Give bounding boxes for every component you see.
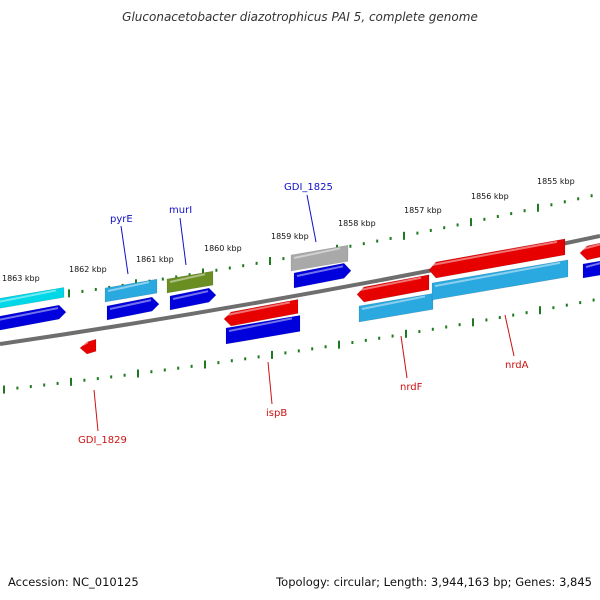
scale-labels: 1863 kbp 1862 kbp 1861 kbp 1860 kbp 1859… [2,177,575,283]
feature-gdi-1825 [290,244,349,272]
feature-cyan-left-highlight [0,289,57,303]
feature-gdi-1825-lower [293,262,352,289]
feature-nrda-bottom-highlight [434,261,561,287]
feature-blue-left [0,304,67,331]
gene-labels: GDI_1825 pyrE murI ispB GDI_1829 nrdF nr… [78,182,529,446]
genome-summary-text: Topology: circular; Length: 3,944,163 bp… [276,575,592,589]
scale-label: 1862 kbp [69,265,107,274]
feature-ispb-top [223,299,299,327]
feature-pyre-bottom-highlight [109,299,152,310]
accession-text: Accession: NC_010125 [8,575,139,589]
feature-gdi-1829-highlight [82,341,89,346]
feature-pyre-top [104,278,158,303]
feature-pyre-bottom [106,296,160,321]
scale-label: 1857 kbp [404,206,442,215]
feature-nrda-top [428,238,566,279]
feature-gdi-1825-highlight [293,247,341,259]
scale-label: 1860 kbp [204,244,242,253]
feature-red-right-highlight [582,243,600,250]
feature-muri-top [166,270,214,294]
gene-label-muri: murI [169,205,192,216]
feature-ispb-top-highlight [226,301,291,316]
feature-muri-bottom-highlight [172,290,209,300]
scale-label: 1863 kbp [2,274,40,283]
feature-ispb-bottom-highlight [228,317,293,332]
gene-label-gdi-1829: GDI_1829 [78,435,127,446]
feature-nrdf-bottom-highlight [361,295,426,310]
scale-label: 1856 kbp [471,192,509,201]
feature-blue-right-highlight [585,262,600,268]
feature-gdi-1825-lower-highlight [296,265,344,277]
scale-label: 1861 kbp [136,255,174,264]
feature-nrda-top-highlight [431,240,558,266]
gene-label-nrdf: nrdF [400,382,423,393]
scale-label: 1859 kbp [271,232,309,241]
gene-label-gdi-1825: GDI_1825 [284,182,333,193]
feature-ispb-bottom [225,315,301,345]
feature-nrdf-top [356,274,430,303]
feature-nrdf-top-highlight [359,276,422,291]
feature-blue-left-highlight [0,307,59,321]
feature-muri-bottom [169,287,217,311]
gene-label-nrda: nrdA [505,360,529,371]
label-leaders [93,194,515,432]
feature-nrda-bottom [431,259,569,301]
feature-cyan-left [0,287,65,309]
feature-blue-right [582,260,600,279]
map-title: Gluconacetobacter diazotrophicus PAI 5, … [122,10,478,24]
inner-tick-ring [3,298,595,394]
gene-label-pyre: pyrE [110,214,133,225]
feature-gdi-1829 [79,338,97,355]
scale-label: 1858 kbp [338,219,376,228]
gene-features [0,238,600,355]
scale-label: 1855 kbp [537,177,575,186]
feature-pyre-top-highlight [107,281,150,292]
gene-label-ispb: ispB [266,408,287,419]
feature-nrdf-bottom [358,293,434,323]
feature-red-right [579,242,600,261]
feature-muri-top-highlight [169,273,206,283]
